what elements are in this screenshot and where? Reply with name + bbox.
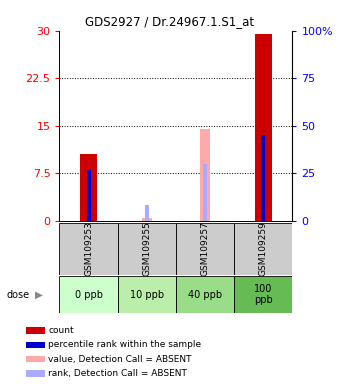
- Text: GSM109257: GSM109257: [201, 221, 209, 276]
- Bar: [59, 276, 118, 313]
- Text: GSM109253: GSM109253: [84, 221, 93, 276]
- Bar: [118, 276, 176, 313]
- Bar: [118, 223, 176, 275]
- Bar: [176, 276, 234, 313]
- Text: count: count: [48, 326, 74, 335]
- Bar: [255, 34, 272, 221]
- Bar: [141, 218, 152, 221]
- Text: dose: dose: [7, 290, 30, 300]
- Text: value, Detection Call = ABSENT: value, Detection Call = ABSENT: [48, 355, 192, 364]
- Text: GDS2927 / Dr.24967.1.S1_at: GDS2927 / Dr.24967.1.S1_at: [85, 15, 255, 28]
- Bar: [87, 170, 91, 221]
- Bar: [145, 205, 149, 221]
- Text: 40 ppb: 40 ppb: [188, 290, 222, 300]
- Text: GSM109259: GSM109259: [259, 221, 268, 276]
- Bar: [203, 164, 207, 221]
- Bar: [27, 327, 45, 334]
- Bar: [59, 223, 118, 275]
- Bar: [234, 223, 292, 275]
- Bar: [234, 276, 292, 313]
- Text: 10 ppb: 10 ppb: [130, 290, 164, 300]
- Bar: [176, 223, 234, 275]
- Text: GSM109255: GSM109255: [142, 221, 151, 276]
- Bar: [261, 135, 265, 221]
- Text: percentile rank within the sample: percentile rank within the sample: [48, 340, 201, 349]
- Bar: [27, 356, 45, 362]
- Bar: [80, 154, 97, 221]
- Bar: [27, 342, 45, 348]
- Text: ▶: ▶: [35, 290, 43, 300]
- Bar: [200, 129, 210, 221]
- Bar: [27, 370, 45, 377]
- Text: 100
ppb: 100 ppb: [254, 284, 273, 305]
- Text: 0 ppb: 0 ppb: [74, 290, 103, 300]
- Text: rank, Detection Call = ABSENT: rank, Detection Call = ABSENT: [48, 369, 187, 378]
